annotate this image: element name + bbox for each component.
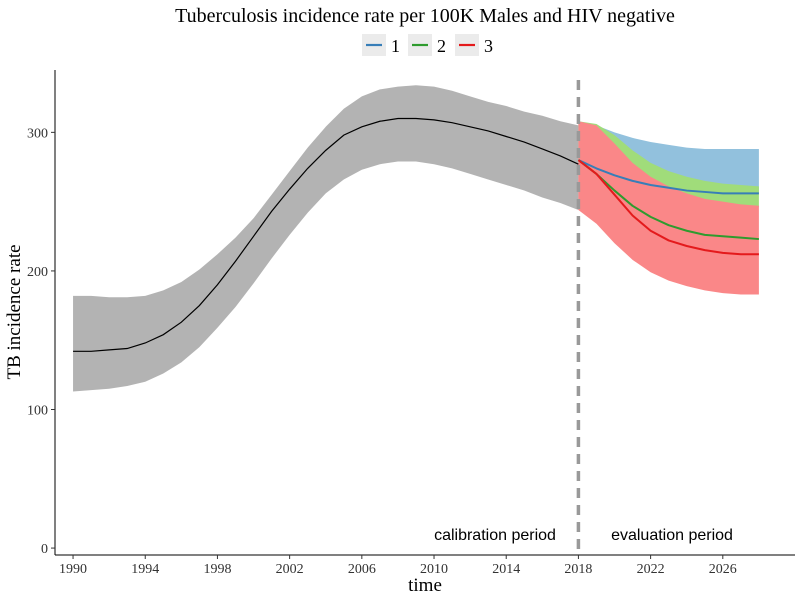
x-tick-label: 2010 [420,562,448,577]
calibration-period-label: calibration period [434,527,556,544]
x-tick-label: 1990 [59,562,87,577]
legend-item-2: 2 [408,34,446,56]
y-tick-label: 100 [27,404,48,419]
x-tick-label: 1998 [203,562,231,577]
legend-label-2: 2 [437,36,446,56]
legend-item-1: 1 [362,34,400,56]
evaluation-period-label: evaluation period [611,527,733,544]
calibration-line [73,117,579,352]
y-axis-ticks: 0 100 200 300 [27,126,55,557]
x-tick-label: 2006 [348,562,376,577]
scenario-1-line [577,159,759,195]
confidence-bands [73,85,759,392]
y-tick-label: 0 [41,542,48,557]
scenario-2-line [577,159,759,241]
x-tick-label: 1994 [131,562,159,577]
legend-item-3: 3 [455,34,493,56]
legend-label-1: 1 [391,36,400,56]
y-tick-label: 200 [27,265,48,280]
scenario-3-line [577,159,759,256]
x-tick-label: 2026 [709,562,737,577]
scenario-2-band [578,121,759,208]
x-tick-label: 2002 [276,562,304,577]
legend: 1 2 3 [362,34,493,56]
y-tick-label: 300 [27,126,48,141]
x-axis-title: time [408,575,442,596]
calibration-band [73,85,579,392]
y-axis-title: TB incidence rate [4,244,25,379]
x-axis-ticks: 1990 1994 1998 2002 2006 2010 2014 2018 2022 2026 [59,555,737,577]
x-tick-label: 2014 [492,562,520,577]
legend-label-3: 3 [484,36,493,56]
series-lines [73,117,759,352]
chart-title: Tuberculosis incidence rate per 100K Mal… [175,5,675,27]
x-tick-label: 2018 [564,562,592,577]
x-tick-label: 2022 [637,562,665,577]
